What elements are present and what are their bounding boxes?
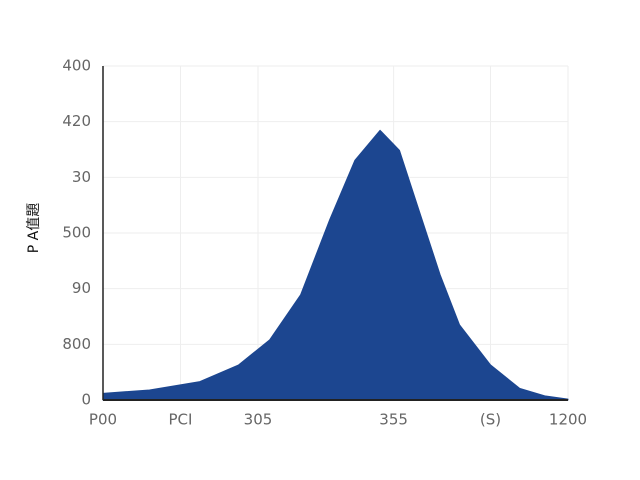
y-tick-label: 400 (62, 57, 91, 75)
x-tick-label: P00 (89, 411, 117, 429)
y-tick-label: 90 (72, 279, 91, 297)
y-tick-label: 420 (62, 112, 91, 130)
y-tick-label: 800 (62, 335, 91, 353)
y-axis-label: P A值題 (26, 203, 42, 253)
y-tick-label: 500 (62, 224, 91, 242)
x-tick-label: 305 (244, 411, 273, 429)
area (102, 129, 569, 401)
x-tick-label: 355 (379, 411, 408, 429)
y-tick-label: 0 (81, 391, 91, 409)
y-tick-label: 30 (72, 168, 91, 186)
x-tick-label: (S) (480, 411, 501, 429)
x-tick-label: 1200 (549, 411, 587, 429)
x-tick-label: PCI (169, 411, 193, 429)
